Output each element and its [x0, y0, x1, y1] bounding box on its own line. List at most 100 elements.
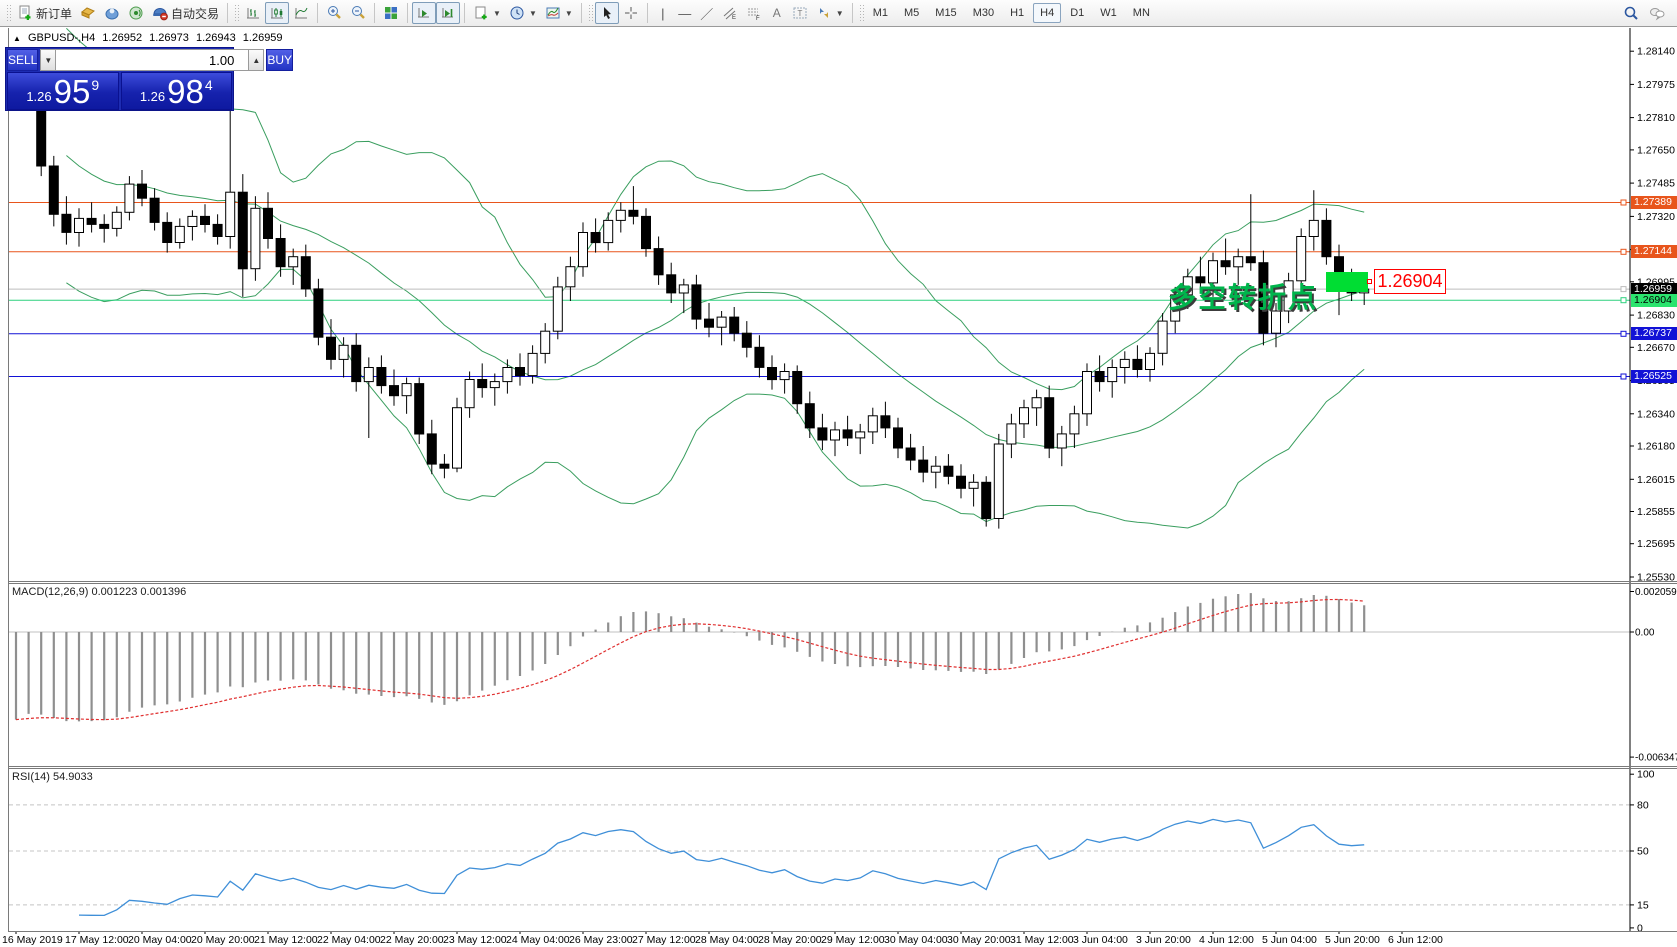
candle-body [1069, 413, 1080, 435]
auto-scroll-button[interactable] [412, 2, 437, 24]
new-order-label: 新订单 [36, 6, 73, 21]
time-tick-label: 16 May 2019 [2, 934, 63, 946]
timeframe-d1[interactable]: D1 [1070, 7, 1085, 19]
highlight-rectangle[interactable] [1326, 272, 1368, 292]
crosshair-button[interactable] [619, 2, 643, 24]
price-level-label: 1.27389 [1631, 196, 1677, 209]
auto-trading-icon [152, 5, 168, 21]
timeframe-mn[interactable]: MN [1132, 7, 1150, 19]
time-tick-label: 21 May 12:00 [254, 934, 318, 946]
timeframe-m30[interactable]: M30 [972, 7, 995, 19]
ask-prefix: 1.26 [139, 89, 166, 104]
rsi-tick-label: 50 [1637, 846, 1649, 858]
symbol-collapse-icon[interactable]: ▲ [13, 34, 21, 43]
vertical-line-button[interactable]: | [652, 2, 674, 24]
clock-icon [509, 5, 525, 21]
candle-body [855, 431, 866, 439]
symbol-title: GBPUSD-,H4 [27, 32, 96, 44]
candle-body [540, 330, 551, 354]
sell-button[interactable]: SELL [7, 49, 39, 71]
candle-body [993, 443, 1004, 519]
timeframe-w1[interactable]: W1 [1100, 7, 1117, 19]
candle-body [363, 367, 374, 383]
buy-button[interactable]: BUY [266, 49, 294, 71]
macd-tick-label: 0.002059 [1635, 587, 1677, 598]
new-chart-button[interactable]: ▼ [469, 2, 505, 24]
candle-body [678, 284, 689, 294]
time-tick-label: 24 May 04:00 [506, 934, 570, 946]
chart-shift-button[interactable] [436, 2, 461, 24]
candle-body [804, 403, 815, 429]
price-tag[interactable]: 1.26904 [1374, 269, 1446, 294]
ask-price-button[interactable]: 1.26 98 4 [120, 72, 232, 110]
candle-body [452, 407, 462, 469]
zoom-out-icon [350, 5, 366, 21]
community-button[interactable] [100, 2, 124, 24]
time-tick-label: 31 May 12:00 [1010, 934, 1074, 946]
candle-body [1258, 262, 1269, 334]
line-chart-button[interactable] [289, 2, 313, 24]
candle-body [275, 238, 286, 268]
candle-body [590, 232, 601, 244]
volume-decrease-button[interactable]: ▼ [40, 49, 57, 71]
chat-icon[interactable] [1649, 5, 1665, 21]
rsi-tick-label: 80 [1637, 799, 1649, 811]
candle-body [426, 433, 437, 465]
tile-windows-button[interactable] [379, 2, 403, 24]
candle-body [1283, 280, 1294, 312]
pane-separator[interactable] [8, 768, 1677, 769]
price-tick-label: 1.25695 [1637, 538, 1675, 550]
text-button[interactable]: A [766, 2, 788, 24]
horizontal-line-button[interactable]: — [674, 2, 696, 24]
candle-body [666, 274, 677, 294]
candle-body [326, 336, 336, 360]
price-level-label: 1.27144 [1631, 245, 1677, 259]
templates-button[interactable]: ▼ [541, 2, 577, 24]
text-label-button[interactable]: T [788, 2, 812, 24]
bid-pipette: 9 [91, 77, 100, 93]
rsi-label: RSI(14) 54.9033 [12, 771, 93, 783]
text-icon: A [772, 6, 781, 20]
hline-marker-icon [1620, 286, 1627, 293]
timeframe-h1[interactable]: H1 [1010, 7, 1025, 19]
channel-button[interactable]: E [718, 2, 742, 24]
volume-increase-button[interactable]: ▲ [248, 49, 265, 71]
pane-separator[interactable] [8, 581, 1677, 582]
new-order-button[interactable]: 新订单 [13, 2, 76, 24]
signals-button[interactable] [124, 2, 148, 24]
candlestick-chart-button[interactable] [265, 2, 290, 24]
arrows-button[interactable]: ▼ [812, 2, 848, 24]
symbol-bar: ▲ GBPUSD-,H4 1.26952 1.26973 1.26943 1.2… [13, 32, 287, 44]
pane-separator[interactable] [8, 766, 1677, 767]
candle-body [716, 316, 727, 328]
timeframe-h4[interactable]: H4 [1033, 3, 1062, 23]
bid-price-button[interactable]: 1.26 95 9 [7, 72, 119, 110]
timeframe-m5[interactable]: M5 [904, 7, 920, 19]
trendline-button[interactable]: ／ [696, 2, 718, 24]
periods-button[interactable]: ▼ [505, 2, 541, 24]
search-icon[interactable] [1623, 5, 1639, 21]
cursor-button[interactable] [594, 2, 619, 24]
fibonacci-button[interactable]: F [742, 2, 766, 24]
candle-body [237, 191, 248, 270]
volume-input[interactable] [56, 49, 249, 71]
candle-body [99, 223, 110, 229]
one-click-trading-panel: SELL ▼ ▲ BUY 1.26 95 9 1.26 98 4 [5, 47, 294, 111]
zoom-out-button[interactable] [346, 2, 370, 24]
turning-point-annotation[interactable]: 多空转折点 [1168, 282, 1319, 313]
timeframe-m15[interactable]: M15 [935, 7, 957, 19]
time-tick-label: 4 Jun 12:00 [1199, 934, 1254, 946]
pane-separator[interactable] [8, 583, 1677, 584]
auto-trading-button[interactable]: 自动交易 [148, 2, 223, 24]
candle-body [1321, 219, 1332, 258]
zoom-in-button[interactable] [322, 2, 346, 24]
wallet-button[interactable] [76, 2, 100, 24]
toolbar-drag-handle [6, 4, 11, 22]
bar-chart-button[interactable] [241, 2, 265, 24]
price-tick-label: 1.27810 [1637, 112, 1675, 124]
candle-body [111, 211, 122, 229]
chart-left-border [8, 28, 9, 932]
candle-body [905, 447, 916, 461]
timeframe-m1[interactable]: M1 [872, 7, 888, 19]
